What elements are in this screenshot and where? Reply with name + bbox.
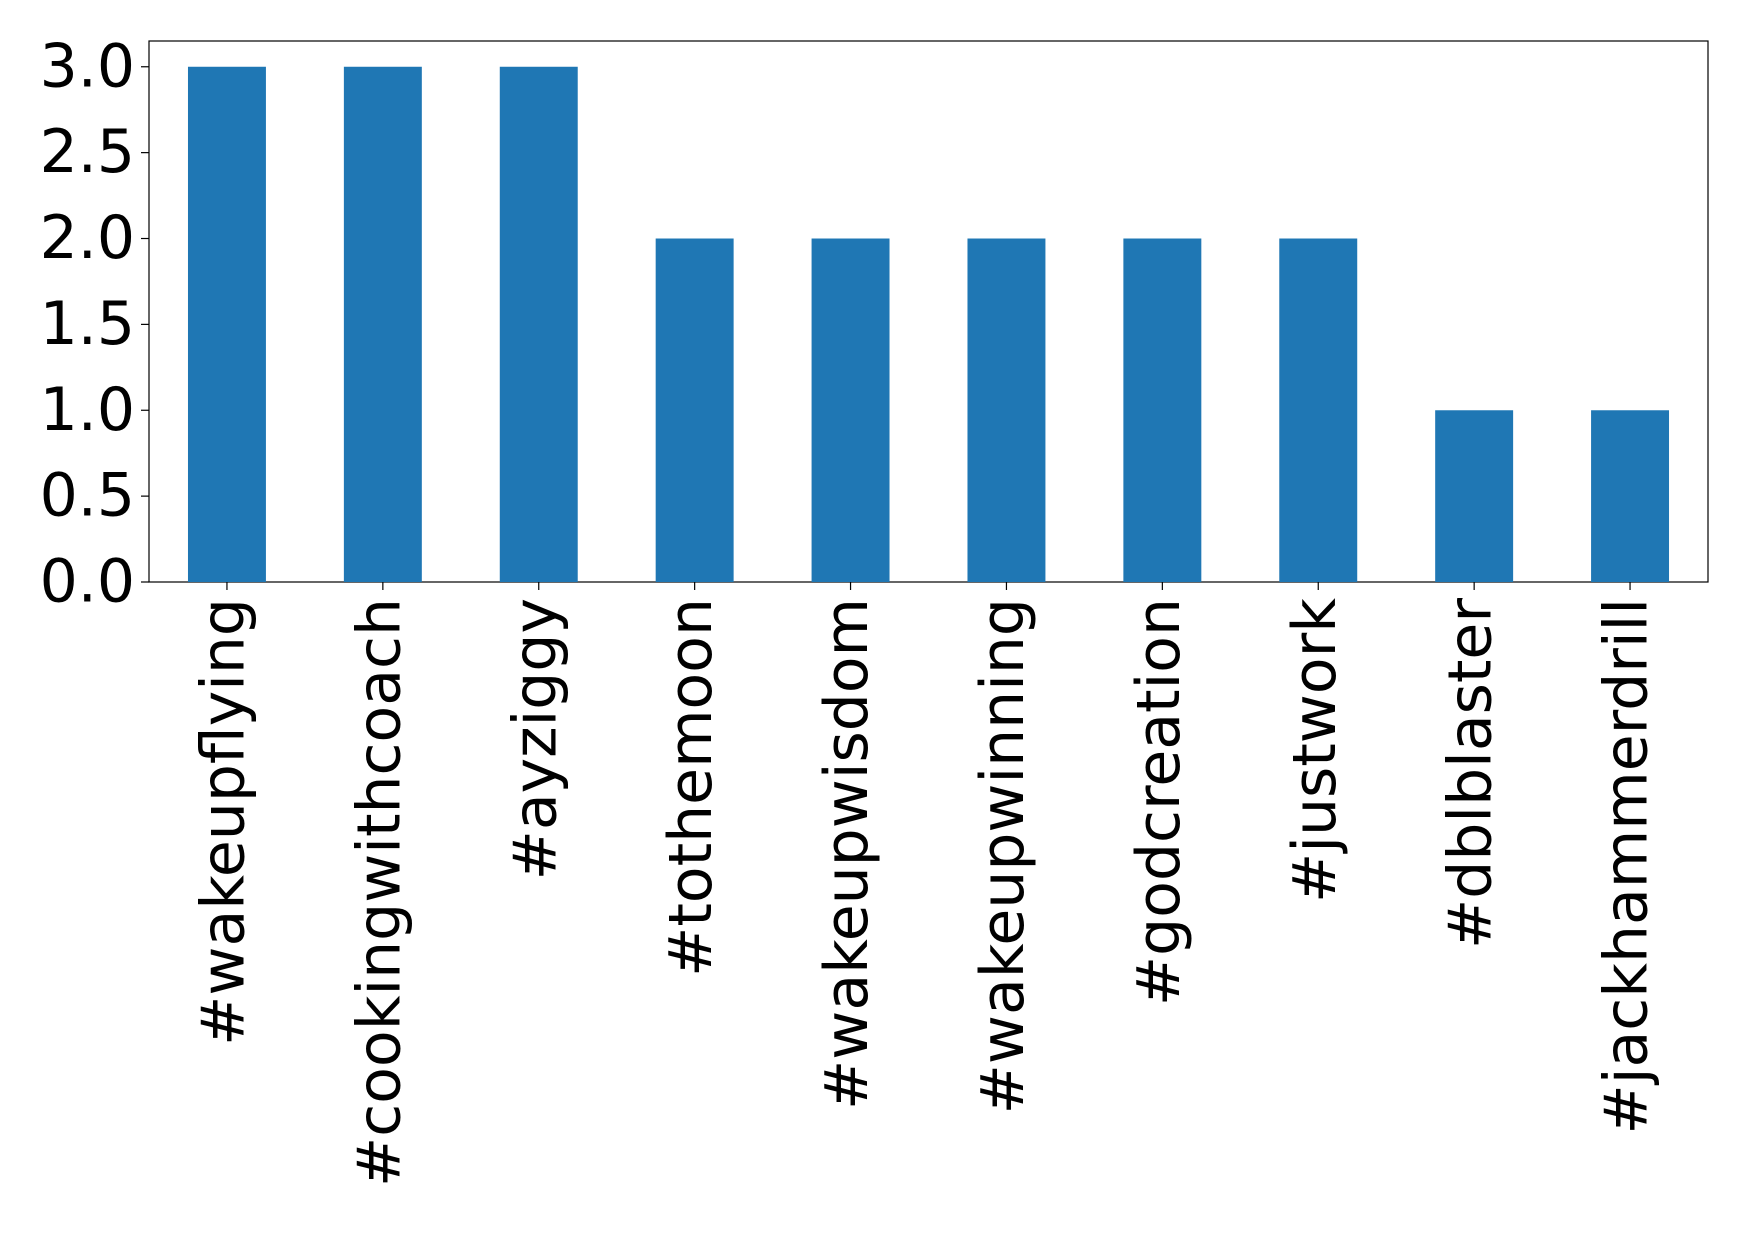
x-tick-label: #jackhammerdrill xyxy=(1592,598,1662,1134)
bar xyxy=(1279,238,1358,582)
y-tick-label: 0.5 xyxy=(40,461,135,531)
x-tick-label: #wakeupflying xyxy=(189,598,259,1046)
bar xyxy=(967,238,1046,582)
x-tick-label: #tothemoon xyxy=(656,598,726,977)
y-tick-label: 3.0 xyxy=(40,31,135,101)
x-tick-label: #justwork xyxy=(1280,598,1350,903)
x-tick-label: #ayziggy xyxy=(500,598,570,880)
bar xyxy=(499,66,578,582)
plot-frame xyxy=(148,40,1709,583)
bar xyxy=(343,66,422,582)
bar xyxy=(1591,410,1670,582)
y-tick-label: 2.0 xyxy=(40,203,135,273)
bar xyxy=(655,238,734,582)
x-tick-label: #wakeupwinning xyxy=(968,598,1038,1114)
bar xyxy=(187,66,266,582)
y-tick-label: 1.0 xyxy=(40,375,135,445)
bar xyxy=(1123,238,1202,582)
y-tick-label: 1.5 xyxy=(40,289,135,359)
x-tick-label: #cookingwithcoach xyxy=(344,598,414,1187)
x-tick-label: #dblblaster xyxy=(1436,598,1506,949)
y-tick-label: 0.0 xyxy=(40,547,135,617)
bar xyxy=(811,238,890,582)
x-tick-label: #wakeupwisdom xyxy=(812,598,882,1110)
y-tick-label: 2.5 xyxy=(40,117,135,187)
x-tick-label: #godcreation xyxy=(1124,598,1194,1006)
bar xyxy=(1435,410,1514,582)
